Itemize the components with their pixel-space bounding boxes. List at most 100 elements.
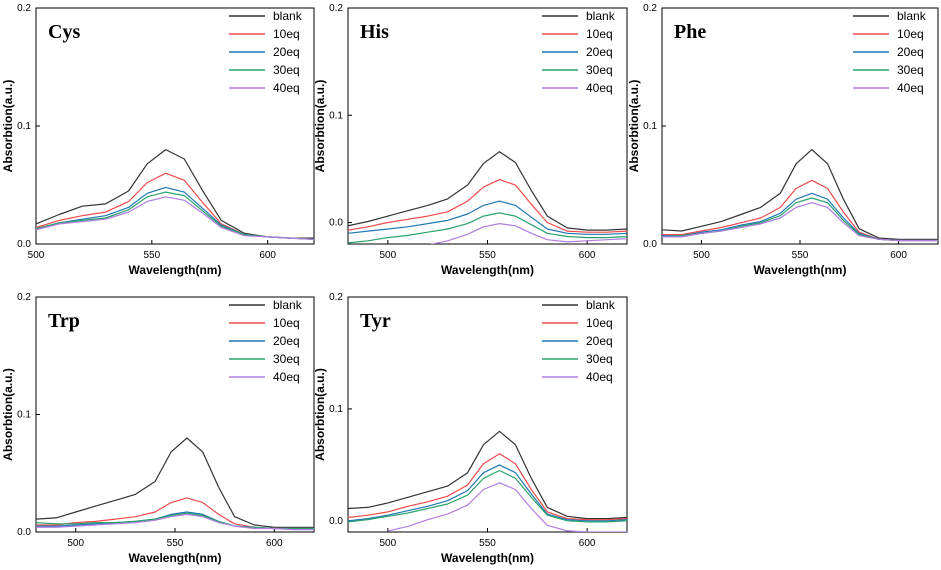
series-line-40eq [662, 202, 938, 242]
y-tick-label: 0.2 [17, 292, 31, 303]
y-tick-label: 0.0 [329, 218, 343, 229]
panel-title: Trp [48, 310, 80, 332]
y-tick-label: 0.1 [17, 410, 31, 421]
plot-frame [661, 7, 939, 245]
legend-label-30eq: 30eq [586, 63, 613, 77]
x-axis-title: Wavelength(nm) [441, 263, 534, 277]
plot-frame [347, 7, 628, 245]
legend-label-20eq: 20eq [273, 45, 300, 59]
series-line-20eq [348, 200, 627, 235]
panel-tyr: 0.0 0.1 0.2 500 550 600 Wavelength(nm) Absorbti… [313, 292, 628, 565]
y-tick-label: 0.0 [17, 527, 31, 538]
x-tick-label: 600 [259, 250, 276, 261]
panel-cys: 0.0 0.1 0.2 500 550 600 Wavelength(nm) Absorbti… [1, 3, 315, 277]
y-axis-title: Absorbtion(a.u.) [627, 80, 641, 173]
legend-label-40eq: 40eq [897, 81, 924, 95]
legend-label-10eq: 10eq [273, 316, 300, 330]
legend-label-30eq: 30eq [897, 63, 924, 77]
series-line-10eq [348, 453, 627, 521]
legend-label-10eq: 10eq [897, 27, 924, 41]
x-axis-title: Wavelength(nm) [129, 263, 222, 277]
y-tick-label: 0.2 [329, 292, 343, 303]
legend-label-20eq: 20eq [273, 334, 300, 348]
y-axis-title: Absorbtion(a.u.) [1, 80, 15, 173]
panel-trp: 0.0 0.1 0.2 500 550 600 Wavelength(nm) Absorbti… [1, 292, 315, 565]
y-tick-label: 0.1 [329, 404, 343, 415]
x-tick-label: 500 [380, 250, 397, 261]
series-line-blank [662, 149, 938, 240]
y-tick-label: 0.2 [643, 3, 657, 14]
x-tick-label: 600 [579, 538, 596, 549]
legend-label-40eq: 40eq [273, 370, 300, 384]
y-axis-title: Absorbtion(a.u.) [313, 368, 327, 461]
y-axis-title: Absorbtion(a.u.) [313, 80, 327, 173]
series-line-40eq [36, 196, 314, 240]
series-line-30eq [36, 191, 314, 240]
panel-title: Cys [48, 21, 80, 43]
x-tick-label: 550 [479, 538, 496, 549]
legend-label-10eq: 10eq [586, 27, 613, 41]
panel-title: Tyr [360, 310, 391, 332]
panel-his: 0.0 0.1 0.2 500 550 600 Wavelength(nm) Absorbti… [313, 3, 628, 277]
x-tick-label: 500 [693, 250, 710, 261]
legend-label-10eq: 10eq [273, 27, 300, 41]
legend-label-blank: blank [586, 9, 616, 23]
x-axis-title: Wavelength(nm) [754, 263, 847, 277]
panel-phe: 0.0 0.1 0.2 500 550 600 Wavelength(nm) Absorbti… [627, 3, 939, 277]
x-axis-title: Wavelength(nm) [441, 551, 534, 565]
y-tick-label: 0.0 [643, 239, 657, 250]
legend-label-blank: blank [586, 298, 616, 312]
legend-label-40eq: 40eq [273, 81, 300, 95]
legend-label-40eq: 40eq [586, 81, 613, 95]
series-line-20eq [36, 186, 314, 240]
legend-label-10eq: 10eq [586, 316, 613, 330]
x-axis-title: Wavelength(nm) [129, 551, 222, 565]
series-line-40eq [387, 482, 627, 532]
series-line-blank [348, 430, 627, 520]
y-tick-label: 0.1 [17, 121, 31, 132]
x-tick-label: 600 [266, 538, 283, 549]
series-line-40eq [36, 513, 314, 531]
y-tick-label: 0.0 [17, 239, 31, 250]
x-tick-label: 500 [28, 250, 45, 261]
x-tick-label: 500 [67, 538, 84, 549]
series-line-10eq [36, 172, 314, 240]
x-tick-label: 550 [143, 250, 160, 261]
legend-label-blank: blank [273, 9, 303, 23]
legend-label-20eq: 20eq [586, 45, 613, 59]
plot-frame [35, 296, 315, 533]
legend-label-blank: blank [897, 9, 927, 23]
x-tick-label: 550 [479, 250, 496, 261]
series-line-30eq [662, 197, 938, 242]
series-line-blank [36, 437, 314, 528]
y-tick-label: 0.2 [329, 3, 343, 14]
y-tick-label: 0.1 [329, 110, 343, 121]
series-line-40eq [429, 223, 627, 244]
legend-label-30eq: 30eq [586, 352, 613, 366]
x-tick-label: 550 [167, 538, 184, 549]
legend-label-40eq: 40eq [586, 370, 613, 384]
series-line-10eq [348, 179, 627, 233]
legend-label-blank: blank [273, 298, 303, 312]
series-line-blank [348, 151, 627, 231]
legend-label-20eq: 20eq [586, 334, 613, 348]
series-line-30eq [348, 469, 627, 523]
plot-frame [347, 296, 628, 533]
panel-title: Phe [674, 21, 706, 43]
y-tick-label: 0.1 [643, 121, 657, 132]
y-axis-title: Absorbtion(a.u.) [1, 368, 15, 461]
legend-label-30eq: 30eq [273, 63, 300, 77]
legend-label-30eq: 30eq [273, 352, 300, 366]
series-line-20eq [348, 464, 627, 522]
x-tick-label: 550 [792, 250, 809, 261]
series-line-30eq [348, 212, 627, 244]
y-tick-label: 0.2 [17, 3, 31, 14]
x-tick-label: 600 [890, 250, 907, 261]
x-tick-label: 500 [380, 538, 397, 549]
legend-label-20eq: 20eq [897, 45, 924, 59]
panel-title: His [360, 21, 389, 43]
plot-frame [35, 7, 315, 245]
y-tick-label: 0.0 [329, 516, 343, 527]
x-tick-label: 600 [579, 250, 596, 261]
